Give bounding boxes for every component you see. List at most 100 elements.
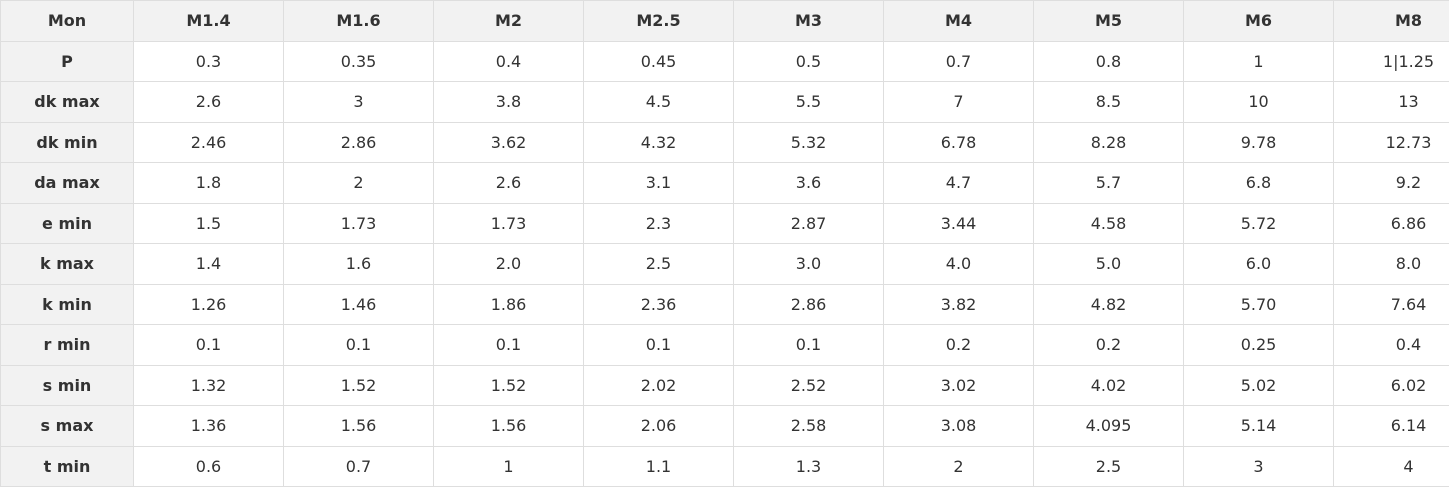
value-cell: 12.73 [1333,121,1449,163]
value-cell: 0.1 [733,324,884,366]
row-label: r min [0,324,134,366]
row-label: dk max [0,81,134,123]
value-cell: 2.86 [733,283,884,325]
value-cell: 0.2 [883,324,1034,366]
value-cell: 5.5 [733,81,884,123]
value-cell: 2.0 [433,243,584,285]
table-row: s min 1.32 1.52 1.52 2.02 2.52 3.02 4.02 5.02 6.0… [0,364,1449,406]
value-cell: 3.08 [883,405,1034,447]
value-cell: 1.36 [133,405,284,447]
value-cell: 9.78 [1183,121,1334,163]
value-cell: 5.32 [733,121,884,163]
value-cell: 8.5 [1033,81,1184,123]
value-cell: 1.56 [283,405,434,447]
value-cell: 0.45 [583,40,734,82]
value-cell: 0.1 [583,324,734,366]
row-label: s max [0,405,134,447]
value-cell: 1.56 [433,405,584,447]
table-row: s max 1.36 1.56 1.56 2.06 2.58 3.08 4.095 5.14 6.… [0,405,1449,447]
value-cell: 0.3 [133,40,284,82]
value-cell: 1.86 [433,283,584,325]
table-row: dk max 2.6 3 3.8 4.5 5.5 7 8.5 10 13 [0,81,1449,123]
value-cell: 1.8 [133,162,284,204]
value-cell: 1.1 [583,445,734,487]
value-cell: 3.02 [883,364,1034,406]
value-cell: 6.8 [1183,162,1334,204]
value-cell: 7.64 [1333,283,1449,325]
value-cell: 2.02 [583,364,734,406]
value-cell: 1 [1183,40,1334,82]
value-cell: 1.3 [733,445,884,487]
value-cell: 13 [1333,81,1449,123]
value-cell: 5.72 [1183,202,1334,244]
value-cell: 2.3 [583,202,734,244]
table-row: r min 0.1 0.1 0.1 0.1 0.1 0.2 0.2 0.25 0.4 [0,324,1449,366]
value-cell: 4.0 [883,243,1034,285]
value-cell: 5.14 [1183,405,1334,447]
value-cell: 4.095 [1033,405,1184,447]
header-cell: M1.4 [133,0,284,42]
value-cell: 5.7 [1033,162,1184,204]
value-cell: 1 [433,445,584,487]
value-cell: 1.73 [433,202,584,244]
value-cell: 1|1.25 [1333,40,1449,82]
value-cell: 6.0 [1183,243,1334,285]
value-cell: 0.5 [733,40,884,82]
table-row: t min 0.6 0.7 1 1.1 1.3 2 2.5 3 4 [0,445,1449,487]
value-cell: 7 [883,81,1034,123]
table-row: P 0.3 0.35 0.4 0.45 0.5 0.7 0.8 1 1|1.25 [0,40,1449,82]
table-row: da max 1.8 2 2.6 3.1 3.6 4.7 5.7 6.8 9.2 [0,162,1449,204]
value-cell: 0.25 [1183,324,1334,366]
value-cell: 2 [883,445,1034,487]
value-cell: 9.2 [1333,162,1449,204]
row-label: e min [0,202,134,244]
value-cell: 3 [1183,445,1334,487]
value-cell: 6.02 [1333,364,1449,406]
value-cell: 3 [283,81,434,123]
value-cell: 6.86 [1333,202,1449,244]
value-cell: 0.7 [283,445,434,487]
value-cell: 6.14 [1333,405,1449,447]
value-cell: 2.46 [133,121,284,163]
value-cell: 0.1 [283,324,434,366]
value-cell: 4 [1333,445,1449,487]
value-cell: 1.4 [133,243,284,285]
header-cell: M5 [1033,0,1184,42]
value-cell: 1.26 [133,283,284,325]
value-cell: 5.02 [1183,364,1334,406]
value-cell: 3.62 [433,121,584,163]
value-cell: 2.5 [1033,445,1184,487]
row-label: k min [0,283,134,325]
value-cell: 2.52 [733,364,884,406]
value-cell: 4.32 [583,121,734,163]
value-cell: 1.52 [433,364,584,406]
value-cell: 0.7 [883,40,1034,82]
value-cell: 2.5 [583,243,734,285]
value-cell: 5.70 [1183,283,1334,325]
header-cell: M1.6 [283,0,434,42]
value-cell: 1.46 [283,283,434,325]
value-cell: 4.82 [1033,283,1184,325]
value-cell: 1.32 [133,364,284,406]
value-cell: 3.8 [433,81,584,123]
header-cell: M2.5 [583,0,734,42]
row-label: s min [0,364,134,406]
table-row: e min 1.5 1.73 1.73 2.3 2.87 3.44 4.58 5.72 6.86 [0,202,1449,244]
row-label: k max [0,243,134,285]
value-cell: 4.7 [883,162,1034,204]
table-row: k min 1.26 1.46 1.86 2.36 2.86 3.82 4.82 5.70 7.6… [0,283,1449,325]
header-cell: M4 [883,0,1034,42]
value-cell: 0.6 [133,445,284,487]
value-cell: 4.5 [583,81,734,123]
value-cell: 2.6 [133,81,284,123]
table-row: dk min 2.46 2.86 3.62 4.32 5.32 6.78 8.28 9.78 12… [0,121,1449,163]
value-cell: 5.0 [1033,243,1184,285]
value-cell: 4.02 [1033,364,1184,406]
header-cell: M8 [1333,0,1449,42]
row-label: da max [0,162,134,204]
value-cell: 3.1 [583,162,734,204]
value-cell: 3.0 [733,243,884,285]
value-cell: 2.36 [583,283,734,325]
